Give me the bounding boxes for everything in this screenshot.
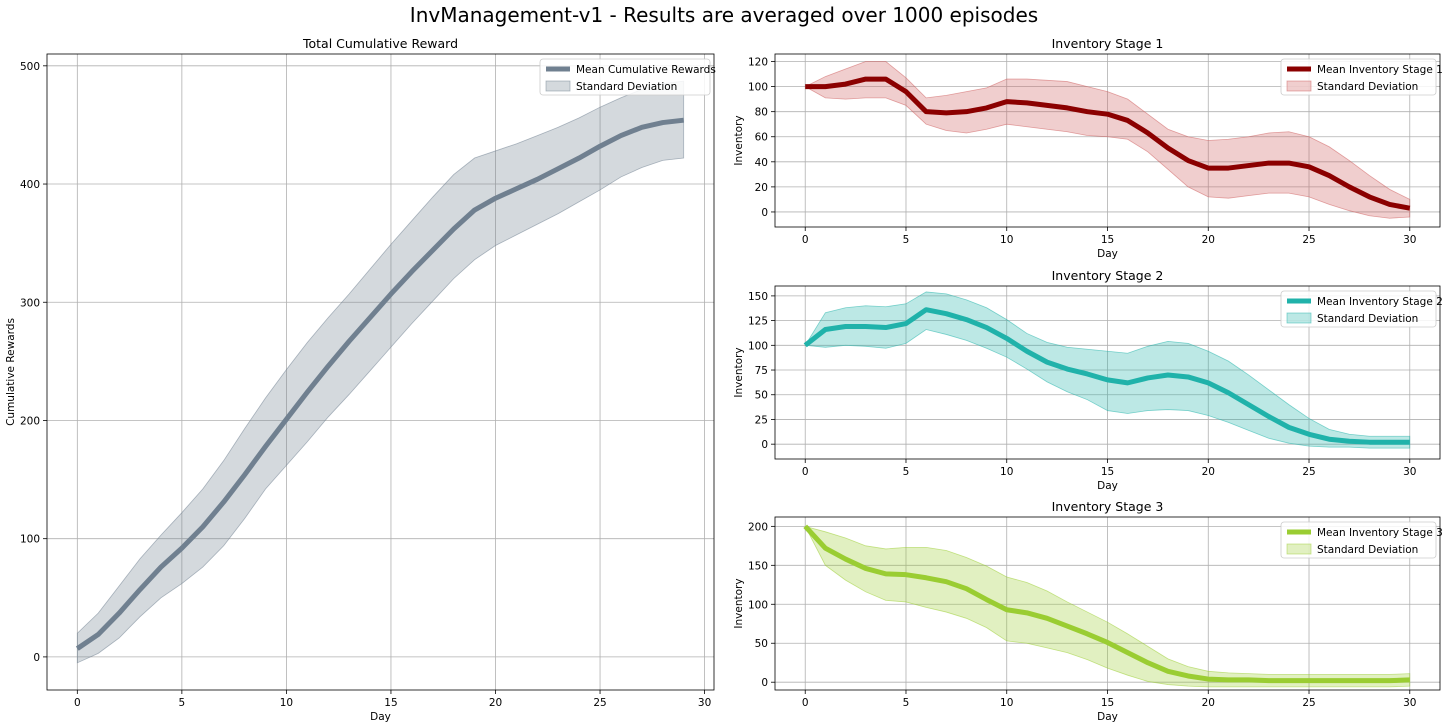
- x-tick-label: 20: [1202, 697, 1215, 709]
- x-tick-label: 30: [1403, 466, 1416, 478]
- y-tick-label: 100: [20, 534, 40, 546]
- x-tick-label: 15: [1101, 234, 1114, 246]
- y-tick-label: 100: [748, 599, 768, 611]
- panel-title: Inventory Stage 1: [1052, 36, 1164, 51]
- y-tick-label: 20: [755, 182, 768, 194]
- x-tick-label: 15: [1101, 697, 1114, 709]
- legend-label-mean: Mean Inventory Stage 1: [1317, 64, 1443, 76]
- y-tick-label: 50: [755, 638, 768, 650]
- axes-frame: [774, 285, 1441, 460]
- x-tick-label: 25: [593, 697, 606, 709]
- y-tick-label: 150: [748, 291, 768, 303]
- legend-label-mean: Mean Inventory Stage 3: [1317, 527, 1443, 539]
- x-tick-label: 25: [1302, 466, 1315, 478]
- x-tick-label: 0: [802, 697, 809, 709]
- legend-band-swatch: [1286, 80, 1312, 92]
- panel-stage2: 0 5 10 15 20 25 30 0 25 50 75 100 125 150 Inventory St…: [733, 268, 1443, 492]
- x-axis-label: Day: [1097, 711, 1118, 723]
- legend-box: [1280, 58, 1437, 96]
- legend-label-std: Standard Deviation: [1317, 81, 1418, 93]
- x-tick-label: 30: [1403, 234, 1416, 246]
- y-tick-label: 400: [20, 179, 40, 191]
- legend: Mean Inventory Stage 2 Standard Deviation: [1280, 290, 1443, 328]
- x-tick-label: 15: [1101, 466, 1114, 478]
- x-tick-label: 5: [903, 234, 910, 246]
- x-tick-label: 0: [802, 466, 809, 478]
- x-tick-label: 20: [1202, 466, 1215, 478]
- legend-band-swatch: [1286, 312, 1312, 324]
- figure-title: InvManagement-v1 - Results are averaged …: [410, 3, 1038, 27]
- panel-stage3: 0 5 10 15 20 25 30 0 50 100 150 200 Inventory Stage …: [733, 499, 1443, 723]
- y-axis-label: Inventory: [733, 347, 745, 397]
- x-tick-label: 5: [903, 466, 910, 478]
- x-tick-label: 5: [179, 697, 186, 709]
- x-tick-label: 10: [1000, 697, 1013, 709]
- y-tick-label: 75: [755, 365, 768, 377]
- x-tick-label: 10: [1000, 466, 1013, 478]
- y-tick-label: 40: [755, 157, 768, 169]
- panel-title: Inventory Stage 2: [1052, 268, 1164, 283]
- y-tick-label: 300: [20, 297, 40, 309]
- y-tick-label: 125: [748, 316, 768, 328]
- x-tick-label: 20: [489, 697, 502, 709]
- x-axis-label: Day: [1097, 248, 1118, 260]
- mean-line: [75, 117, 684, 651]
- panel-title: Inventory Stage 3: [1052, 499, 1164, 514]
- legend-label-mean: Mean Cumulative Rewards: [576, 64, 716, 76]
- panel-stage1: 0 5 10 15 20 25 30 0 20 40 60 80 100 120 Inventory Sta…: [733, 36, 1443, 260]
- y-tick-label: 0: [761, 207, 768, 219]
- x-tick-label: 25: [1302, 697, 1315, 709]
- x-tick-label: 30: [1403, 697, 1416, 709]
- y-tick-label: 100: [748, 82, 768, 94]
- legend: Mean Cumulative Rewards Standard Deviatio…: [539, 58, 716, 96]
- y-tick-label: 150: [748, 560, 768, 572]
- y-tick-label: 80: [755, 107, 768, 119]
- x-axis-label: Day: [1097, 480, 1118, 492]
- legend-label-std: Standard Deviation: [576, 81, 677, 93]
- y-tick-label: 50: [755, 390, 768, 402]
- y-tick-label: 200: [748, 521, 768, 533]
- y-tick-label: 60: [755, 132, 768, 144]
- legend-label-mean: Mean Inventory Stage 2: [1317, 296, 1443, 308]
- legend: Mean Inventory Stage 1 Standard Deviation: [1280, 58, 1443, 96]
- y-tick-label: 200: [20, 415, 40, 427]
- y-tick-label: 0: [33, 652, 40, 664]
- panel-title: Total Cumulative Reward: [302, 36, 458, 51]
- legend-box: [1280, 521, 1437, 559]
- x-tick-label: 0: [74, 697, 81, 709]
- y-tick-label: 0: [761, 677, 768, 689]
- legend-band-swatch: [1286, 543, 1312, 555]
- legend-band-swatch: [545, 80, 571, 92]
- y-tick-label: 25: [755, 414, 768, 426]
- y-tick-label: 500: [20, 61, 40, 73]
- x-tick-label: 30: [698, 697, 711, 709]
- legend: Mean Inventory Stage 3 Standard Deviation: [1280, 521, 1443, 559]
- axes-frame: [774, 53, 1441, 228]
- legend-label-std: Standard Deviation: [1317, 313, 1418, 325]
- y-axis-label: Inventory: [733, 578, 745, 628]
- x-tick-label: 20: [1202, 234, 1215, 246]
- y-axis-label: Inventory: [733, 115, 745, 165]
- x-tick-label: 25: [1302, 234, 1315, 246]
- axes-frame: [774, 516, 1441, 691]
- x-tick-label: 15: [384, 697, 397, 709]
- x-tick-label: 10: [280, 697, 293, 709]
- legend-label-std: Standard Deviation: [1317, 544, 1418, 556]
- std-deviation-band: [76, 80, 685, 664]
- y-tick-label: 120: [748, 57, 768, 69]
- x-tick-label: 5: [903, 697, 910, 709]
- legend-box: [1280, 290, 1437, 328]
- y-tick-label: 100: [748, 340, 768, 352]
- x-axis-label: Day: [370, 711, 391, 723]
- y-axis-label: Cumulative Rewards: [5, 318, 17, 426]
- axes-frame: [46, 53, 715, 691]
- legend-box: [539, 58, 711, 96]
- x-tick-label: 10: [1000, 234, 1013, 246]
- x-tick-label: 0: [802, 234, 809, 246]
- y-tick-label: 0: [761, 439, 768, 451]
